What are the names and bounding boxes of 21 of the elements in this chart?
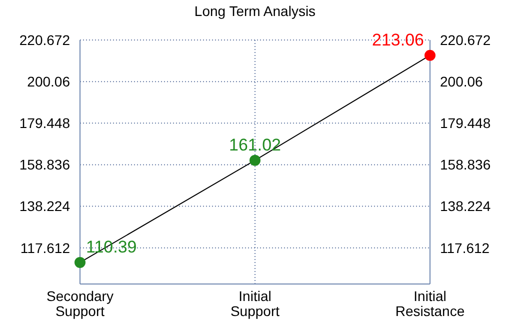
y-tick-label: 158.836 <box>19 156 70 173</box>
y2-tick-label: 138.224 <box>440 198 491 214</box>
data-label: 213.06 <box>372 30 424 50</box>
y-tick-label: 117.612 <box>20 240 70 256</box>
point <box>424 50 436 61</box>
y-tick-label: 179.448 <box>19 115 70 132</box>
y2-tick-label: 200.06 <box>440 73 484 90</box>
x-tick-label: Initial Support <box>230 288 280 319</box>
x-tick-label: Initial Resistance <box>395 288 465 319</box>
point <box>74 256 86 268</box>
chart-title: Long Term Analysis <box>194 3 316 19</box>
y-tick-label: 220.672 <box>19 32 70 48</box>
y2-tick-label: 220.672 <box>440 32 491 48</box>
data-label: 161.02 <box>229 135 281 154</box>
y2-tick-label: 117.612 <box>440 240 490 256</box>
y-tick-label: 138.224 <box>19 198 70 214</box>
x-tick-label: Secondary Support <box>46 288 114 319</box>
y-tick-label: 200.06 <box>27 73 70 90</box>
y2-tick-label: 158.836 <box>440 156 491 173</box>
y2-tick-label: 179.448 <box>440 115 491 132</box>
point <box>250 154 260 166</box>
